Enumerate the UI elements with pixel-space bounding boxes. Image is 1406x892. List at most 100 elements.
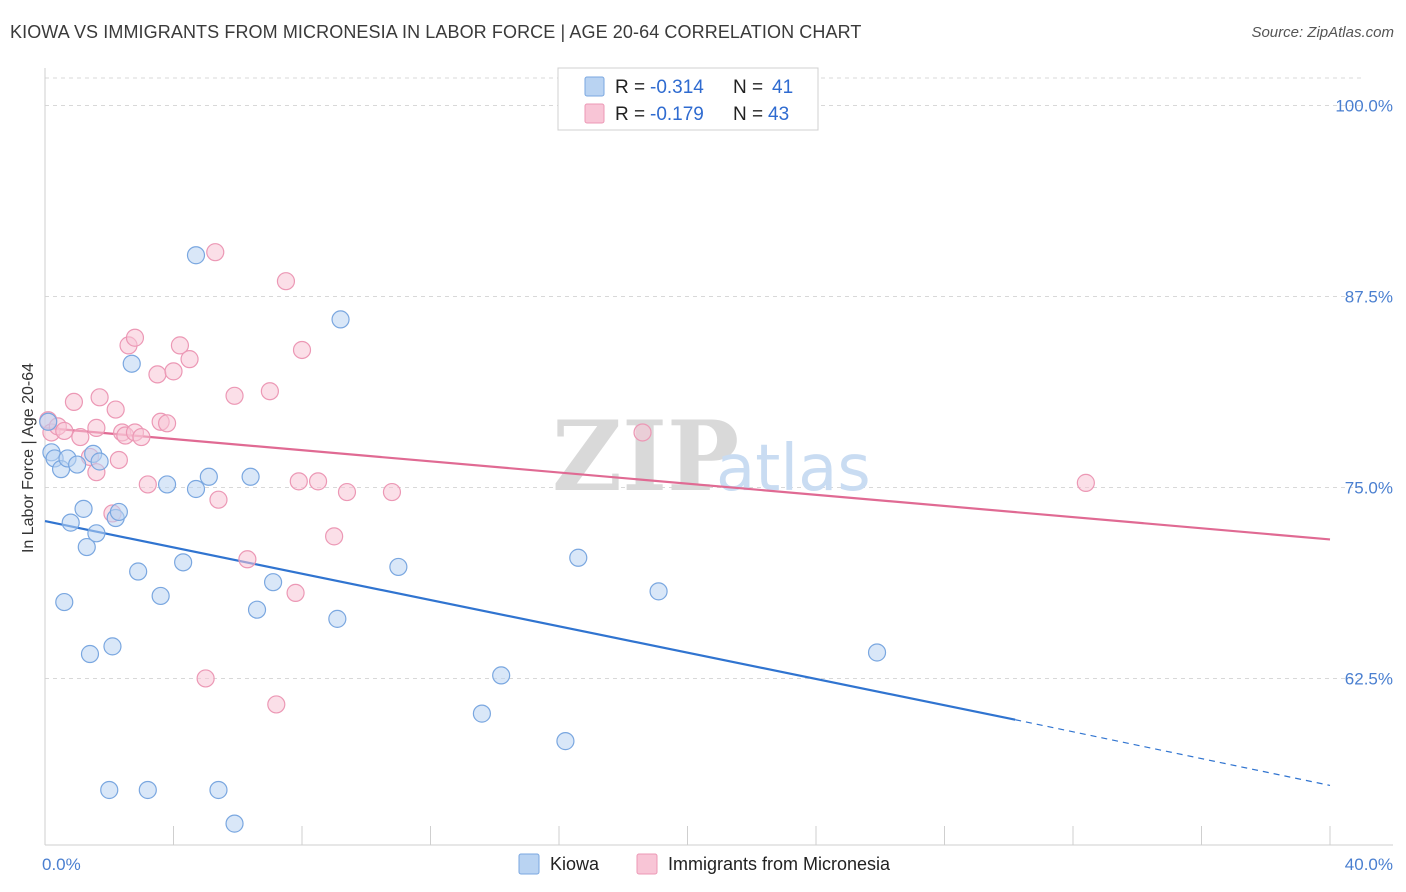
kiowa-trendline xyxy=(44,520,1016,721)
kiowa-point xyxy=(55,592,74,612)
micronesia-point xyxy=(87,418,106,437)
bottom-legend-micronesia: Immigrants from Micronesia xyxy=(668,854,891,874)
kiowa-point xyxy=(389,557,408,577)
kiowa-point xyxy=(569,548,588,567)
micronesia-point xyxy=(325,527,344,546)
legend-r-label: R = xyxy=(615,104,645,125)
kiowa-point xyxy=(174,553,193,572)
micronesia-point xyxy=(1076,473,1095,492)
kiowa-point xyxy=(80,644,100,664)
kiowa-point xyxy=(186,246,206,265)
micronesia-point xyxy=(125,328,145,347)
kiowa-point xyxy=(109,502,128,522)
kiowa-point xyxy=(129,562,148,581)
y-tick-label: 75.0% xyxy=(1345,478,1393,497)
micronesia-point xyxy=(132,427,151,447)
kiowa-point xyxy=(331,310,350,329)
grid-layer xyxy=(45,77,1365,679)
kiowa-point xyxy=(328,609,347,628)
kiowa-trendline-extension xyxy=(1015,719,1331,786)
micronesia-trendline xyxy=(44,426,1331,541)
legend-r-value-micronesia: -0.179 xyxy=(650,104,704,125)
micronesia-point xyxy=(64,392,84,412)
kiowa-point xyxy=(68,455,87,474)
legend-swatch-micronesia xyxy=(584,103,605,124)
axes-layer: 62.5% 75.0% 87.5% 100.0% 0.0% 40.0% xyxy=(42,68,1393,874)
kiowa-point xyxy=(157,475,177,494)
point-layer xyxy=(39,243,1095,833)
kiowa-point xyxy=(103,637,122,656)
y-axis-label: In Labor Force | Age 20-64 xyxy=(20,363,37,553)
micronesia-point xyxy=(267,695,286,714)
trend-layer xyxy=(44,426,1331,786)
kiowa-point xyxy=(138,780,157,800)
kiowa-point xyxy=(263,573,283,592)
kiowa-point xyxy=(867,643,887,662)
kiowa-point xyxy=(74,499,93,518)
micronesia-point xyxy=(164,362,183,381)
x-tick-label: 40.0% xyxy=(1345,855,1393,874)
kiowa-point xyxy=(247,600,267,619)
micronesia-point xyxy=(157,414,177,433)
watermark-zip: ZIP xyxy=(552,400,739,513)
bottom-legend-swatch-micronesia xyxy=(636,853,658,875)
legend-n-label: N = xyxy=(733,104,763,125)
top-legend: R = -0.314 N = 41 R = -0.179 N = 43 xyxy=(557,67,819,131)
watermark-atlas: atlas xyxy=(716,432,871,506)
y-tick-label: 87.5% xyxy=(1345,287,1393,306)
legend-r-value-kiowa: -0.314 xyxy=(650,77,704,98)
micronesia-point xyxy=(196,669,215,688)
kiowa-point xyxy=(122,354,141,373)
micronesia-point xyxy=(225,386,244,405)
micronesia-point xyxy=(55,421,74,441)
micronesia-point xyxy=(90,388,109,407)
bottom-legend-swatch-kiowa xyxy=(518,853,540,875)
kiowa-point xyxy=(100,780,119,800)
kiowa-point xyxy=(61,513,80,532)
source-note: Source: ZipAtlas.com xyxy=(1251,24,1394,41)
micronesia-point xyxy=(337,482,357,502)
micronesia-point xyxy=(260,382,279,401)
watermark: ZIP atlas xyxy=(552,400,871,513)
micronesia-point xyxy=(286,583,305,602)
micronesia-point xyxy=(209,490,228,509)
legend-r-label: R = xyxy=(615,77,645,98)
bottom-legend: Kiowa Immigrants from Micronesia xyxy=(518,853,891,875)
micronesia-point xyxy=(109,450,128,470)
micronesia-point xyxy=(276,272,296,291)
kiowa-point xyxy=(77,537,96,557)
micronesia-point xyxy=(633,423,652,442)
kiowa-point xyxy=(225,814,244,833)
kiowa-point xyxy=(39,412,58,431)
y-tick-label: 100.0% xyxy=(1335,97,1393,116)
kiowa-point xyxy=(90,452,109,471)
micronesia-point xyxy=(138,475,157,494)
micronesia-point xyxy=(238,550,257,569)
kiowa-point xyxy=(472,704,491,723)
micronesia-point xyxy=(308,472,328,491)
micronesia-point xyxy=(71,427,90,447)
micronesia-point xyxy=(106,400,125,419)
micronesia-point xyxy=(382,482,402,502)
kiowa-point xyxy=(209,780,228,800)
kiowa-point xyxy=(556,732,575,751)
kiowa-point xyxy=(492,666,511,685)
bottom-legend-kiowa: Kiowa xyxy=(550,854,600,874)
kiowa-point xyxy=(199,467,218,486)
micronesia-point xyxy=(180,350,199,369)
micronesia-point xyxy=(148,365,167,384)
micronesia-point xyxy=(289,472,308,491)
kiowa-point xyxy=(87,524,106,543)
kiowa-point xyxy=(241,467,260,486)
kiowa-point xyxy=(151,586,170,606)
legend-n-label: N = xyxy=(733,77,763,98)
x-tick-label: 0.0% xyxy=(42,855,81,874)
chart-title: KIOWA VS IMMIGRANTS FROM MICRONESIA IN L… xyxy=(10,22,862,42)
legend-n-value-micronesia: 43 xyxy=(768,104,789,125)
micronesia-point xyxy=(206,243,225,262)
kiowa-point xyxy=(186,479,206,499)
legend-swatch-kiowa xyxy=(584,76,605,97)
micronesia-point xyxy=(170,336,190,355)
legend-n-value-kiowa: 41 xyxy=(772,77,793,98)
